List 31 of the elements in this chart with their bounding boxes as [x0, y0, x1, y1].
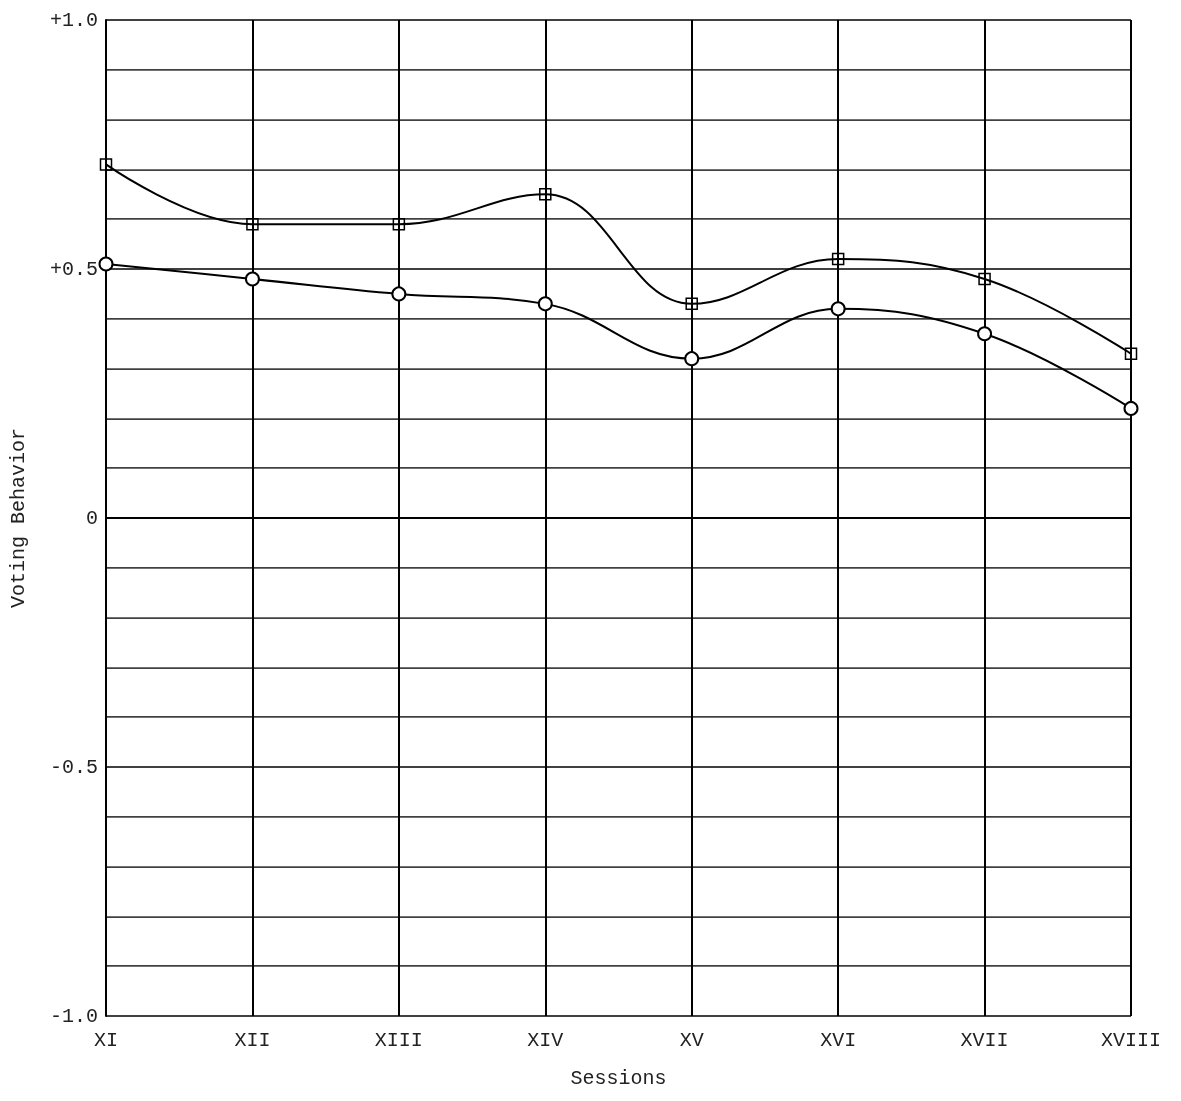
- y-axis-title: Voting Behavior: [6, 427, 30, 609]
- point: [391, 286, 407, 302]
- point: [246, 217, 259, 231]
- point: [1123, 400, 1139, 416]
- y-tick-label: -0.5: [49, 755, 98, 779]
- point: [684, 351, 700, 367]
- y-tick-label: +0.5: [49, 257, 98, 281]
- point: [392, 217, 406, 231]
- point: [1124, 347, 1138, 360]
- point: [539, 188, 552, 201]
- point: [831, 252, 845, 266]
- point: [977, 326, 993, 342]
- x-tick-label: XIV: [527, 1028, 564, 1052]
- x-tick-label: XI: [93, 1028, 119, 1052]
- point: [244, 271, 260, 287]
- point: [685, 297, 698, 311]
- y-tick-label: +1.0: [49, 8, 98, 32]
- point: [978, 272, 991, 286]
- y-tick-label: -1.0: [49, 1004, 98, 1028]
- x-tick-label: XII: [234, 1028, 271, 1052]
- point: [830, 301, 846, 317]
- x-tick-label: XV: [679, 1028, 704, 1052]
- point: [99, 158, 113, 171]
- x-axis-title: Sessions: [570, 1066, 667, 1090]
- x-tick-label: XVIII: [1100, 1028, 1162, 1052]
- x-tick-label: XVI: [820, 1028, 857, 1052]
- x-tick-label: XIII: [374, 1028, 423, 1052]
- y-tick-label: 0: [85, 506, 98, 530]
- x-tick-label: XVII: [960, 1028, 1009, 1052]
- point: [537, 296, 553, 312]
- point: [98, 256, 114, 272]
